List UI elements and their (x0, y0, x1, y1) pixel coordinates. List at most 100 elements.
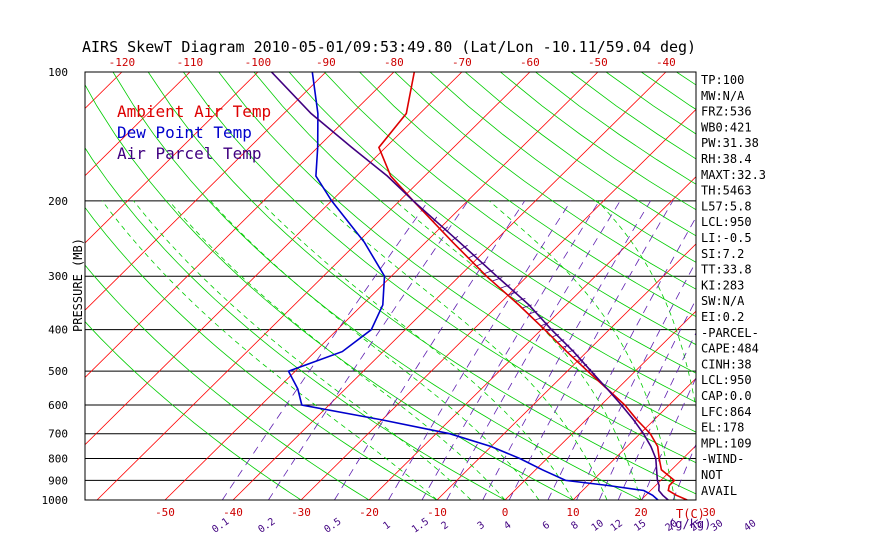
isotherm--50 (164, 72, 599, 500)
mixing-ratio-tick: 4 (502, 520, 513, 532)
series-layer (270, 72, 688, 500)
dry-adiabat--20 (85, 264, 370, 500)
mixing-ratio-line-12 (641, 376, 696, 500)
mixing-ratio-tick: 0.5 (322, 516, 343, 535)
top-temp-tick: -40 (656, 56, 676, 69)
mixing-ratio-tick: 2 (440, 520, 451, 532)
top-temp-tick: -110 (177, 56, 204, 69)
moist-adiabat-10 (259, 200, 574, 500)
mixing-ratio-tick: 12 (609, 518, 625, 534)
index-item: TH:5463 (701, 184, 752, 198)
index-item: -PARCEL- (701, 326, 759, 340)
bottom-temp-tick: 20 (634, 506, 647, 519)
pressure-tick-500: 500 (48, 365, 68, 378)
index-item: RH:38.4 (701, 152, 752, 166)
legend-ambient: Ambient Air Temp (117, 102, 271, 121)
pressure-tick-200: 200 (48, 195, 68, 208)
isotherm-0 (504, 310, 696, 500)
index-item: CINH:38 (701, 357, 752, 371)
bottom-temp-tick: -50 (155, 506, 175, 519)
dry-adiabat-10 (85, 84, 574, 500)
isotherm--20 (368, 176, 696, 500)
mixing-ratio-tick: 10 (590, 518, 606, 534)
cape-hatch (491, 277, 503, 282)
bottom-temp-tick: 30 (702, 506, 715, 519)
chart-title: AIRS SkewT Diagram 2010-05-01/09:53:49.8… (82, 38, 696, 56)
isotherm--130 (0, 72, 54, 500)
top-temp-tick: -70 (452, 56, 472, 69)
top-temp-tick: -80 (384, 56, 404, 69)
index-item: LFC:864 (701, 405, 752, 419)
index-item: MW:N/A (701, 89, 745, 103)
top-temp-tick: -50 (588, 56, 608, 69)
moist-adiabat-5 (210, 200, 540, 500)
isotherm--60 (96, 72, 531, 500)
index-item: CAPE:484 (701, 342, 759, 356)
bottom-temp-tick: -30 (291, 506, 311, 519)
moist-adiabat-30 (597, 200, 696, 411)
pressure-tick-700: 700 (48, 428, 68, 441)
isotherm--80 (85, 72, 395, 378)
moist-adiabat-20 (394, 200, 642, 500)
legend: Ambient Air Temp Dew Point Temp Air Parc… (117, 102, 271, 163)
index-item: EL:178 (701, 421, 744, 435)
index-item: AVAIL (701, 484, 737, 498)
pressure-tick-900: 900 (48, 474, 68, 487)
mixing-ratio-line-7 (508, 200, 674, 500)
bottom-temp-tick: 10 (566, 506, 579, 519)
isotherm--70 (85, 72, 463, 446)
cape-hatch (459, 244, 468, 250)
index-item: L57:5.8 (701, 199, 752, 213)
bottom-temp-tick: -20 (359, 506, 379, 519)
grid-layer (0, 72, 870, 500)
mixing-ratio-tick: 30 (709, 518, 725, 534)
dry-adiabat-70 (288, 72, 696, 374)
index-item: -WIND- (701, 452, 744, 466)
cape-hatch (507, 291, 519, 296)
index-item: CAP:0.0 (701, 389, 752, 403)
bottom-temp-tick: 0 (502, 506, 509, 519)
top-temp-tick: -100 (245, 56, 272, 69)
moist-adiabat-25 (488, 200, 676, 500)
mixing-ratio-tick: 3 (476, 520, 487, 532)
top-temp-tick: -120 (109, 56, 136, 69)
index-item: MAXT:32.3 (701, 168, 766, 182)
cape-hatch (499, 284, 511, 289)
mixing-ratio-line-8 (547, 216, 696, 500)
moist-adiabat-0 (168, 200, 506, 500)
pressure-tick-600: 600 (48, 399, 68, 412)
dry-adiabat-220 (817, 72, 870, 500)
dry-adiabat-20 (112, 72, 642, 500)
pressure-axis: 100 200 300 400 500 600 700 800 900 1000 (42, 66, 69, 507)
dry-adiabat-40 (183, 72, 696, 464)
index-item: NOT (701, 468, 723, 482)
mixing-ratio-line-11 (617, 332, 696, 500)
cape-hatch (515, 297, 526, 303)
mixing-ratio-line-16 (752, 201, 870, 500)
legend-parcel: Air Parcel Temp (117, 144, 262, 163)
mixing-ratio-tick: 0.2 (256, 516, 277, 535)
top-temp-tick: -60 (520, 56, 540, 69)
mixing-ratio-line-5 (446, 200, 621, 500)
mixing-ratio-unit: (g/kg) (668, 517, 711, 531)
dry-adiabat-120 (464, 72, 696, 237)
cape-hatch (546, 328, 554, 332)
dry-adiabat--10 (85, 206, 438, 500)
dry-adiabat-0 (85, 147, 506, 500)
isotherm--100 (85, 72, 259, 244)
cape-hatch (476, 261, 486, 267)
mixing-ratio-tick: 1.5 (410, 516, 431, 535)
pressure-tick-300: 300 (48, 270, 68, 283)
mixing-ratio-tick: 1 (381, 520, 392, 532)
cape-hatch (468, 253, 477, 259)
plot-frame (84, 71, 697, 501)
isotherm-50 (845, 72, 870, 500)
isotherm--40 (232, 72, 667, 500)
index-item: FRZ:536 (701, 105, 752, 119)
isotherm--10 (436, 243, 696, 500)
index-item: LCL:950 (701, 373, 752, 387)
index-item: LI:-0.5 (701, 231, 752, 245)
dry-adiabat-230 (853, 72, 870, 500)
